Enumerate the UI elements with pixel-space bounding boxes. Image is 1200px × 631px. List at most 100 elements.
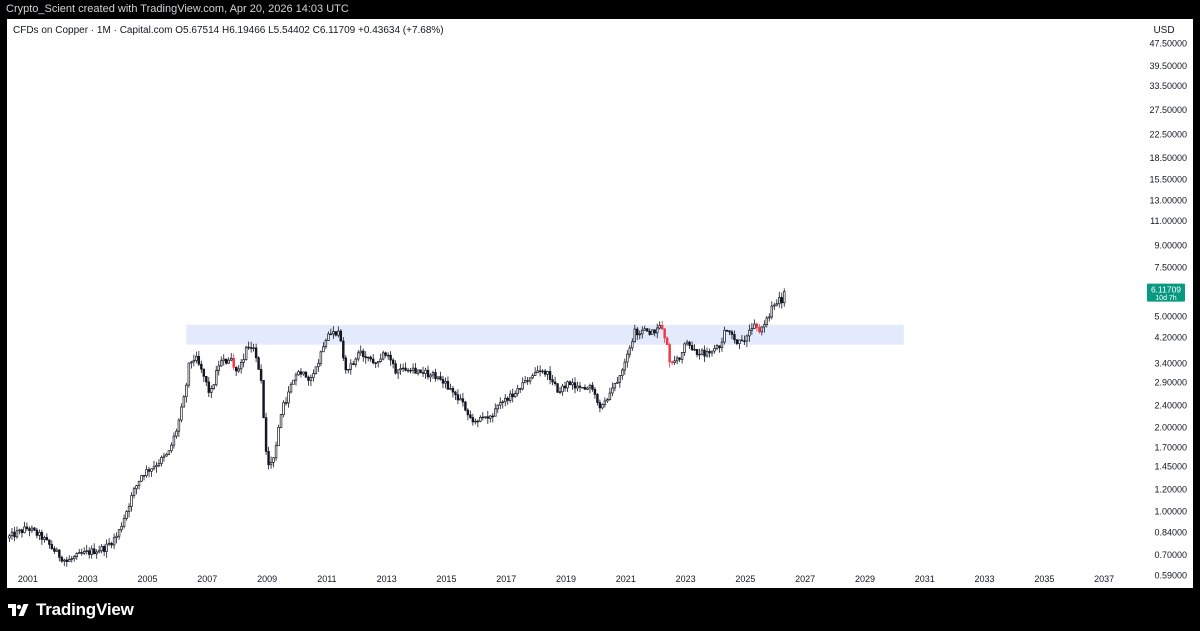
candle-body[interactable] xyxy=(588,384,592,389)
candle-body[interactable] xyxy=(491,415,495,418)
candle-body[interactable] xyxy=(78,552,81,554)
candle-body[interactable] xyxy=(65,559,69,562)
candle-body[interactable] xyxy=(481,416,485,419)
candle-body[interactable] xyxy=(20,529,24,534)
candle-body[interactable] xyxy=(304,371,308,378)
candle-body[interactable] xyxy=(297,371,300,376)
candle-body[interactable] xyxy=(92,548,96,555)
candle-body[interactable] xyxy=(362,350,365,357)
candle-body[interactable] xyxy=(162,455,166,458)
candle-body[interactable] xyxy=(685,341,689,345)
candle-body[interactable] xyxy=(205,376,208,383)
candle-body[interactable] xyxy=(621,369,624,376)
candle-body[interactable] xyxy=(611,387,614,394)
candle-body[interactable] xyxy=(643,328,646,331)
candle-body[interactable] xyxy=(411,367,415,371)
candle-body[interactable] xyxy=(332,331,335,335)
candle-body[interactable] xyxy=(466,409,470,416)
candle-body[interactable] xyxy=(598,402,602,409)
candle-body[interactable] xyxy=(683,343,686,353)
candle-body[interactable] xyxy=(53,548,56,552)
candle-body[interactable] xyxy=(578,385,582,388)
candle-body[interactable] xyxy=(700,349,704,355)
candle-body[interactable] xyxy=(730,331,734,335)
candle-body[interactable] xyxy=(264,417,268,452)
candle-body[interactable] xyxy=(391,359,395,365)
candle-body[interactable] xyxy=(244,346,248,360)
candle-body[interactable] xyxy=(474,420,477,423)
candle-body[interactable] xyxy=(633,328,637,343)
candle-body[interactable] xyxy=(352,363,355,365)
candle-body[interactable] xyxy=(471,417,475,423)
candle-body[interactable] xyxy=(753,323,756,329)
candle-body[interactable] xyxy=(287,391,290,404)
candle-body[interactable] xyxy=(538,370,542,373)
candle-body[interactable] xyxy=(87,550,91,555)
candle-body[interactable] xyxy=(30,527,34,531)
candle-body[interactable] xyxy=(548,371,552,380)
candle-body[interactable] xyxy=(309,377,313,381)
candle-body[interactable] xyxy=(653,329,656,334)
candle-body[interactable] xyxy=(439,376,442,380)
candle-body[interactable] xyxy=(436,376,440,379)
candle-body[interactable] xyxy=(596,394,599,403)
candle-body[interactable] xyxy=(409,369,412,372)
candle-body[interactable] xyxy=(115,535,118,539)
candle-body[interactable] xyxy=(441,378,445,384)
candle-body[interactable] xyxy=(122,518,126,527)
candle-body[interactable] xyxy=(768,316,771,319)
candle-body[interactable] xyxy=(638,333,641,336)
candle-body[interactable] xyxy=(641,329,644,335)
candle-body[interactable] xyxy=(513,393,517,398)
candle-body[interactable] xyxy=(601,404,604,409)
candle-body[interactable] xyxy=(675,357,679,362)
candle-body[interactable] xyxy=(294,374,298,381)
candle-body[interactable] xyxy=(526,380,529,382)
candle-body[interactable] xyxy=(13,531,16,538)
candle-body[interactable] xyxy=(322,346,325,353)
resistance-zone[interactable] xyxy=(186,324,904,345)
candle-body[interactable] xyxy=(770,305,774,318)
candle-body[interactable] xyxy=(75,553,78,558)
candle-body[interactable] xyxy=(35,529,39,536)
candle-body[interactable] xyxy=(723,329,726,343)
last-price-badge[interactable] xyxy=(1147,283,1185,302)
candle-body[interactable] xyxy=(394,363,397,374)
candle-body[interactable] xyxy=(416,369,420,374)
candle-body[interactable] xyxy=(342,340,345,359)
candle-body[interactable] xyxy=(269,461,273,466)
candle-body[interactable] xyxy=(135,485,138,490)
candle-body[interactable] xyxy=(713,348,716,352)
candle-body[interactable] xyxy=(431,372,435,376)
candle-body[interactable] xyxy=(185,384,188,398)
candle-body[interactable] xyxy=(371,358,375,364)
candle-body[interactable] xyxy=(591,384,594,390)
candle-body[interactable] xyxy=(83,551,86,554)
candle-body[interactable] xyxy=(167,450,171,455)
candle-body[interactable] xyxy=(558,391,562,393)
candle-body[interactable] xyxy=(137,480,141,486)
candle-body[interactable] xyxy=(381,352,385,360)
candle-body[interactable] xyxy=(232,357,235,368)
candle-body[interactable] xyxy=(180,406,183,421)
candle-body[interactable] xyxy=(160,457,163,464)
candle-body[interactable] xyxy=(225,358,228,364)
candle-body[interactable] xyxy=(195,355,198,361)
candle-body[interactable] xyxy=(284,402,288,404)
candle-body[interactable] xyxy=(15,530,19,538)
candle-body[interactable] xyxy=(155,465,158,468)
candle-body[interactable] xyxy=(55,549,59,552)
candle-body[interactable] xyxy=(758,327,761,333)
candle-body[interactable] xyxy=(454,391,457,396)
candle-body[interactable] xyxy=(444,381,447,384)
candle-body[interactable] xyxy=(85,550,88,552)
candle-body[interactable] xyxy=(715,345,719,349)
candle-body[interactable] xyxy=(511,393,514,398)
candle-body[interactable] xyxy=(618,375,622,383)
candle-body[interactable] xyxy=(130,495,133,507)
candle-body[interactable] xyxy=(344,357,348,371)
candle-body[interactable] xyxy=(631,341,634,349)
candle-body[interactable] xyxy=(516,388,519,394)
candle-body[interactable] xyxy=(748,329,751,337)
candle-body[interactable] xyxy=(563,385,567,389)
